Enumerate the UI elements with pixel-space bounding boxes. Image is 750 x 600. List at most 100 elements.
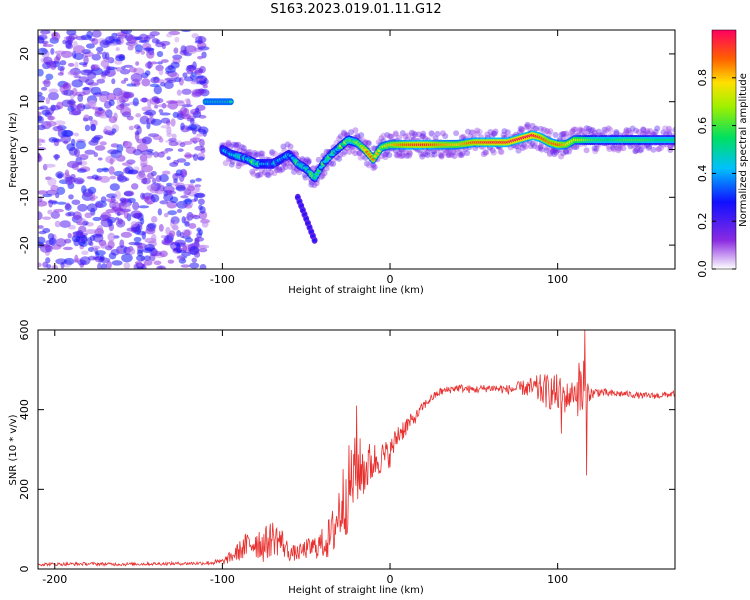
noise-blob (115, 104, 125, 111)
noise-blob (132, 201, 140, 211)
noise-blob (140, 158, 148, 166)
ridge-halo (613, 129, 620, 136)
ridge-halo (318, 173, 325, 180)
ridge-halo (645, 130, 652, 137)
colorbar-gradient (711, 29, 737, 270)
noise-blob (166, 33, 173, 38)
ridge-halo (402, 133, 409, 140)
noise-blob (50, 104, 61, 111)
ridge-halo (236, 147, 243, 154)
noise-blob (38, 225, 44, 229)
ridge-halo (501, 128, 508, 135)
ridge-halo (252, 152, 259, 159)
noise-blob (81, 185, 87, 194)
ridge-halo (560, 130, 567, 137)
noise-blob (85, 229, 97, 235)
noise-blob (197, 156, 205, 161)
ridge-halo (632, 147, 639, 154)
noise-blob (38, 236, 46, 245)
ridge-halo (251, 150, 258, 157)
ridge-halo (359, 137, 366, 144)
noise-blob (195, 107, 200, 113)
noise-blob (142, 136, 153, 145)
ridge-halo (470, 129, 477, 136)
ridge-halo (409, 133, 416, 140)
ridge-halo (283, 159, 290, 166)
noise-blob (153, 151, 159, 158)
noise-blob (67, 70, 80, 76)
ridge-halo (328, 160, 335, 167)
noise-blob (140, 192, 145, 200)
spectrogram-xlabel: Height of straight line (km) (288, 285, 424, 296)
ridge-halo (228, 161, 235, 168)
noise-blob (199, 138, 205, 148)
noise-blob (176, 89, 182, 96)
ridge-halo (354, 132, 361, 139)
noise-blob (38, 95, 46, 102)
ridge-halo (451, 153, 458, 160)
ridge-halo (233, 142, 240, 149)
ridge-halo (271, 150, 278, 157)
ridge-halo (595, 128, 602, 135)
ridge-halo (341, 149, 348, 156)
noise-blob (68, 224, 76, 230)
noise-blob (107, 240, 115, 249)
ridge-halo (552, 131, 559, 138)
ridge-halo (291, 168, 298, 175)
ridge-halo (519, 145, 526, 152)
ridge-halo (287, 163, 294, 170)
ridge-halo (398, 153, 405, 160)
noise-blob (99, 214, 110, 222)
noise-blob (123, 64, 134, 68)
secondary-feature-core (299, 204, 304, 208)
ridge-halo (453, 130, 460, 137)
ridge-halo (340, 151, 347, 158)
noise-blob (161, 170, 171, 175)
noise-blob (163, 212, 169, 218)
noise-blob (63, 257, 75, 265)
noise-blob (38, 138, 44, 143)
ridge-halo (667, 147, 674, 154)
noise-blob (153, 260, 162, 266)
noise-blob (78, 76, 90, 83)
ridge-halo (606, 146, 613, 153)
noise-blob (57, 124, 63, 132)
ridge-halo (284, 141, 291, 148)
noise-blob (165, 120, 171, 126)
ridge-halo (348, 129, 355, 136)
snr-ytick-label: 200 (18, 479, 31, 500)
ridge-halo (277, 167, 284, 174)
noise-blob (38, 190, 48, 195)
ridge-halo (255, 171, 262, 178)
noise-blob (123, 262, 131, 269)
ridge-halo (370, 165, 377, 172)
ridge-halo (549, 149, 556, 156)
noise-blob (194, 251, 201, 258)
noise-blob (140, 97, 149, 103)
noise-blob (199, 264, 207, 269)
noise-blob (91, 106, 101, 110)
noise-blob (116, 143, 124, 153)
ridge-halo (662, 125, 669, 132)
noise-blob (97, 157, 103, 161)
noise-blob (45, 107, 55, 115)
noise-blob (57, 72, 64, 76)
noise-blob (102, 168, 110, 173)
ridge-halo (378, 135, 385, 142)
ridge-halo (640, 126, 647, 133)
noise-blob (136, 242, 147, 249)
noise-blob (95, 202, 104, 208)
noise-blob (71, 235, 81, 243)
ridge-halo (403, 152, 410, 159)
ridge-halo (504, 129, 511, 136)
noise-blob (157, 61, 163, 65)
ridge-halo (240, 148, 247, 155)
noise-blob (184, 221, 190, 227)
ridge-halo (666, 125, 673, 132)
noise-blob (73, 52, 84, 61)
ridge-halo (484, 131, 491, 138)
noise-blob (57, 65, 65, 71)
noise-blob (197, 244, 207, 253)
noise-blob (168, 141, 179, 147)
